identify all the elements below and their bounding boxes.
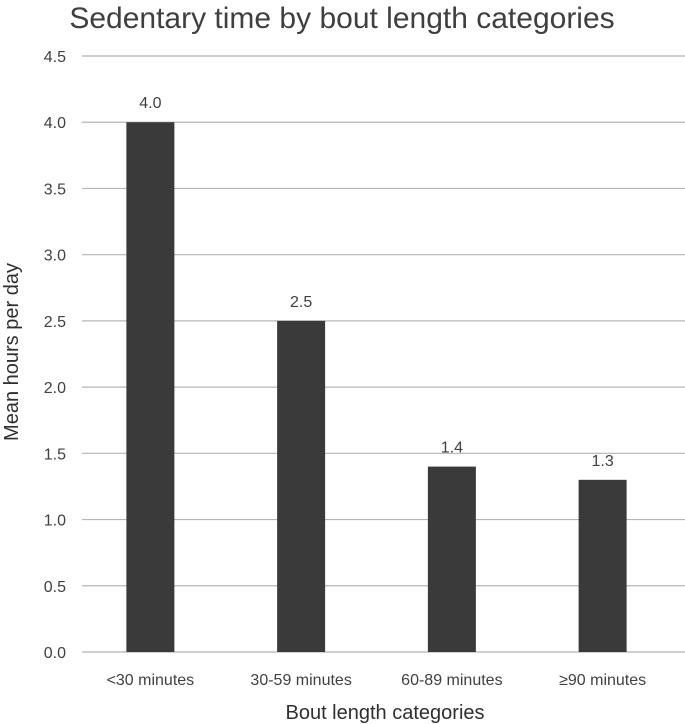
bar-data-label: 1.3 [592,453,614,470]
y-tick-label: 1.5 [44,446,66,463]
x-axis-ticks: <30 minutes 30-59 minutes 60-89 minutes ≥90… [107,672,647,689]
bars [126,122,627,652]
bar [126,122,175,652]
bar [277,320,326,652]
x-tick-label: 60-89 minutes [401,672,502,689]
y-tick-label: 3.0 [44,248,66,265]
y-tick-label: 4.0 [44,115,66,132]
bar-data-label: 2.5 [290,294,312,311]
gridlines [82,55,685,653]
chart-title: Sedentary time by bout length categories [69,2,614,35]
bar [427,466,476,652]
y-axis-ticks: 0.0 0.5 1.0 1.5 2.0 2.5 3.0 3.5 4.0 4.5 [44,49,66,662]
y-tick-label: 0.0 [44,645,66,662]
x-tick-label: <30 minutes [107,672,195,689]
bar-data-label: 4.0 [139,95,161,112]
bar-data-label: 1.4 [441,440,463,457]
bar [578,479,627,652]
y-tick-label: 0.5 [44,579,66,596]
data-labels: 4.0 2.5 1.4 1.3 [139,95,614,470]
y-tick-label: 4.5 [44,49,66,66]
x-tick-label: 30-59 minutes [250,672,351,689]
x-tick-label: ≥90 minutes [559,672,646,689]
y-tick-label: 3.5 [44,181,66,198]
y-tick-label: 2.5 [44,314,66,331]
y-tick-label: 2.0 [44,380,66,397]
y-tick-label: 1.0 [44,513,66,530]
x-axis-label: Bout length categories [285,702,484,724]
y-axis-label: Mean hours per day [1,263,23,441]
